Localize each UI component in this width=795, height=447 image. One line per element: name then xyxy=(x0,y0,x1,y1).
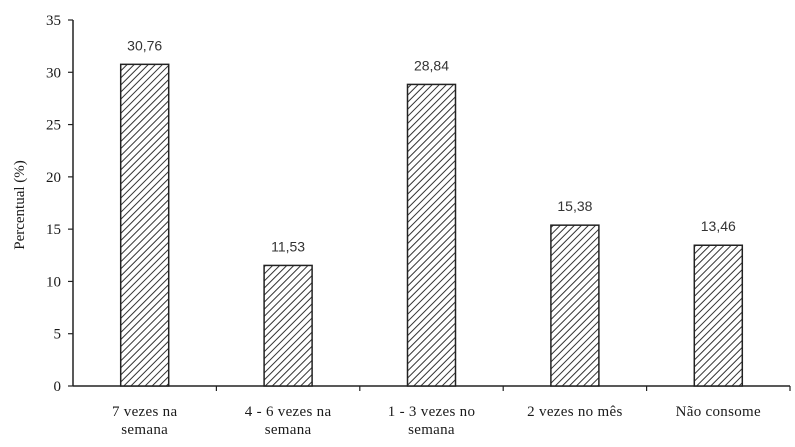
bar xyxy=(119,63,170,387)
data-label: 15,38 xyxy=(557,198,592,214)
y-tick-label: 30 xyxy=(46,65,61,81)
y-tick-label: 10 xyxy=(46,274,61,290)
bar xyxy=(693,244,744,387)
data-label: 11,53 xyxy=(271,238,305,254)
y-tick-label: 0 xyxy=(54,379,62,395)
data-label: 28,84 xyxy=(414,57,449,73)
x-tick-label: 4 - 6 vezes na semana xyxy=(245,404,332,438)
y-axis-title: Percentual (%) xyxy=(12,160,28,250)
y-tick-label: 15 xyxy=(46,222,61,238)
bars xyxy=(119,63,744,387)
x-tick-label: Não consome xyxy=(676,404,761,420)
y-tick-label: 35 xyxy=(46,13,61,29)
y-tick-label: 25 xyxy=(46,118,61,134)
x-tick-label: 2 vezes no mês xyxy=(527,404,622,420)
data-label: 13,46 xyxy=(701,218,736,234)
bar xyxy=(406,83,457,387)
data-label: 30,76 xyxy=(127,37,162,53)
axes: 0 5 10 15 20 25 30 35 xyxy=(46,13,791,395)
x-tick-label: 1 - 3 vezes no semana xyxy=(388,404,476,438)
labels: 30,76 7 vezes na semana 11,53 4 - 6 vezes na… xyxy=(112,37,761,438)
y-tick-label: 20 xyxy=(46,170,61,186)
x-tick-label: 7 vezes na semana xyxy=(112,404,178,438)
y-tick-label: 5 xyxy=(54,327,62,343)
bar xyxy=(263,264,313,387)
bar xyxy=(550,224,600,387)
